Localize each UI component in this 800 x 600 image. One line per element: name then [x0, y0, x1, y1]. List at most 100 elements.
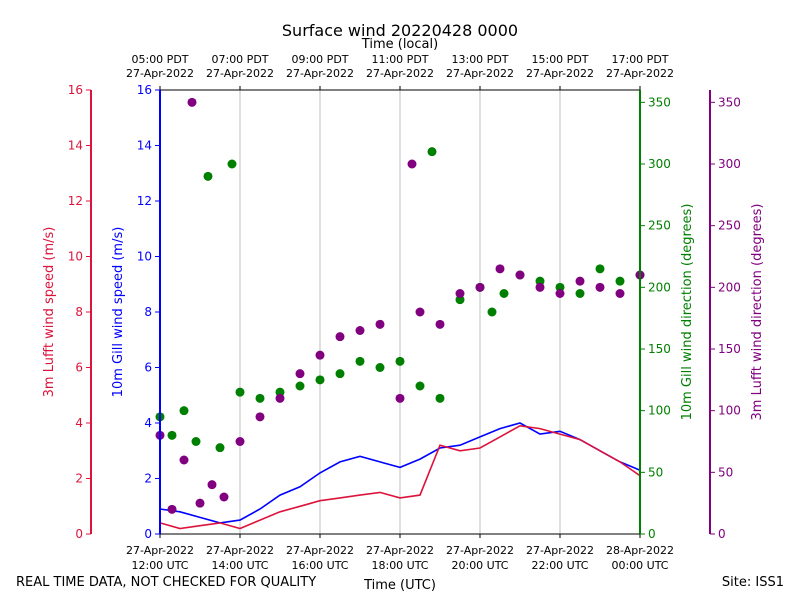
x-tick-label-date: 28-Apr-2022 — [606, 544, 674, 557]
gill-speed-tick-label: 12 — [137, 194, 152, 208]
lufft-direction-point — [575, 276, 585, 286]
lufft-direction-point — [255, 412, 265, 422]
axes: 27-Apr-2022 12:00 UTC 27-Apr-2022 14:00 UTC… — [42, 53, 765, 572]
x-tick-label-date: 27-Apr-2022 — [206, 544, 274, 557]
gill-speed-tick-label: 8 — [144, 305, 152, 319]
x-top-tick-label-date: 27-Apr-2022 — [206, 67, 274, 80]
lufft-direction-point — [455, 289, 465, 298]
gill-direction-point — [375, 363, 385, 372]
gridlines — [239, 90, 561, 534]
lufft-direction-point — [595, 282, 605, 292]
x-tick-label-date: 27-Apr-2022 — [366, 544, 434, 557]
x-tick-label-time: 16:00 UTC — [291, 559, 348, 572]
gill-direction-tick-label: 250 — [648, 219, 671, 233]
gill-direction-tick-label: 50 — [648, 465, 663, 479]
gill-direction-point — [315, 375, 325, 385]
x-top-tick-label-date: 27-Apr-2022 — [366, 67, 434, 80]
x-tick-label-date: 27-Apr-2022 — [526, 544, 594, 557]
lufft-speed-tick-label: 16 — [68, 83, 83, 97]
site-label: Site: ISS1 — [721, 575, 784, 590]
gill-direction-point — [395, 356, 405, 366]
x-tick-label-time: 22:00 UTC — [531, 559, 588, 572]
x-top-tick-label-time: 09:00 PDT — [291, 53, 348, 66]
gill-direction-point — [275, 387, 285, 397]
x-tick-label-time: 20:00 UTC — [451, 559, 508, 572]
lufft-direction-tick-label: 300 — [718, 157, 741, 171]
lufft-speed-tick-label: 0 — [75, 527, 83, 541]
gill-direction-point — [179, 406, 189, 416]
gill-speed-tick-label: 16 — [137, 83, 152, 97]
x-tick-label-time: 18:00 UTC — [371, 559, 428, 572]
gill-direction-point — [167, 430, 177, 440]
gill-direction-tick-label: 300 — [648, 157, 671, 171]
gill-speed-tick-label: 2 — [144, 472, 152, 486]
lufft-direction-point — [555, 289, 565, 298]
gill-direction-tick-label: 200 — [648, 280, 671, 294]
lufft-speed-tick-label: 12 — [68, 194, 83, 208]
gill-direction-point — [427, 147, 437, 157]
top-axis-label: Time (local) — [361, 37, 438, 52]
lufft-direction-tick-label: 200 — [718, 280, 741, 294]
lufft-direction-point — [407, 159, 417, 169]
gill-direction-axis-label: 10m Gill wind direction (degrees) — [680, 204, 695, 421]
x-tick-label-time: 00:00 UTC — [611, 559, 668, 572]
quality-disclaimer: REAL TIME DATA, NOT CHECKED FOR QUALITY — [16, 575, 317, 590]
lufft-direction-point — [167, 504, 177, 514]
lufft-direction-point — [615, 289, 625, 298]
lufft-direction-point — [315, 350, 325, 360]
gill-speed-tick-label: 6 — [144, 361, 152, 375]
x-top-tick-label-date: 27-Apr-2022 — [126, 67, 194, 80]
x-top-tick-label-time: 07:00 PDT — [211, 53, 268, 66]
lufft-speed-tick-label: 8 — [75, 305, 83, 319]
x-top-tick-label-date: 27-Apr-2022 — [286, 67, 354, 80]
lufft-direction-point — [415, 307, 425, 317]
lufft-direction-point — [235, 437, 245, 446]
gill-direction-point — [335, 369, 345, 379]
x-tick-label-time: 12:00 UTC — [131, 559, 188, 572]
gill-direction-point — [295, 381, 305, 391]
speed-lines — [159, 422, 641, 530]
x-tick-label-date: 27-Apr-2022 — [446, 544, 514, 557]
lufft-direction-point — [515, 270, 525, 280]
lufft-speed-line — [159, 424, 641, 530]
chart-title: Surface wind 20220428 0000 — [282, 21, 518, 40]
lufft-speed-tick-label: 10 — [68, 250, 83, 264]
x-top-tick-label-time: 17:00 PDT — [611, 53, 668, 66]
lufft-direction-point — [475, 282, 485, 292]
lufft-direction-point — [195, 498, 205, 508]
x-top-tick-label-date: 27-Apr-2022 — [606, 67, 674, 80]
x-top-tick-label-time: 15:00 PDT — [531, 53, 588, 66]
lufft-direction-point — [207, 480, 217, 490]
lufft-speed-tick-label: 6 — [75, 361, 83, 375]
lufft-direction-point — [187, 97, 197, 107]
gill-direction-tick-label: 350 — [648, 95, 671, 109]
gill-direction-tick-label: 150 — [648, 342, 671, 356]
x-top-tick-label-date: 27-Apr-2022 — [446, 67, 514, 80]
lufft-direction-point — [275, 393, 285, 403]
lufft-speed-tick-label: 4 — [75, 416, 83, 430]
x-top-tick-label-time: 13:00 PDT — [451, 53, 508, 66]
gill-speed-tick-label: 10 — [137, 250, 152, 264]
gill-direction-point — [215, 443, 225, 453]
lufft-speed-axis-label: 3m Lufft wind speed (m/s) — [42, 227, 57, 398]
x-tick-label-date: 27-Apr-2022 — [286, 544, 354, 557]
gill-direction-point — [535, 276, 545, 286]
x-top-tick-label-time: 05:00 PDT — [131, 53, 188, 66]
gill-direction-point — [227, 159, 237, 169]
x-top-tick-label-time: 11:00 PDT — [371, 53, 428, 66]
gill-direction-point — [487, 307, 497, 317]
lufft-direction-tick-label: 350 — [718, 95, 741, 109]
lufft-direction-tick-label: 50 — [718, 465, 733, 479]
gill-direction-point — [355, 356, 365, 366]
lufft-direction-point — [219, 492, 229, 502]
gill-direction-point — [595, 264, 605, 274]
lufft-direction-tick-label: 0 — [718, 527, 726, 541]
gill-speed-tick-label: 4 — [144, 416, 152, 430]
x-top-tick-label-date: 27-Apr-2022 — [526, 67, 594, 80]
gill-direction-point — [235, 387, 245, 397]
lufft-speed-tick-label: 2 — [75, 472, 83, 486]
gill-direction-point — [255, 393, 265, 403]
lufft-speed-tick-label: 14 — [68, 139, 83, 153]
gill-direction-point — [455, 295, 465, 305]
